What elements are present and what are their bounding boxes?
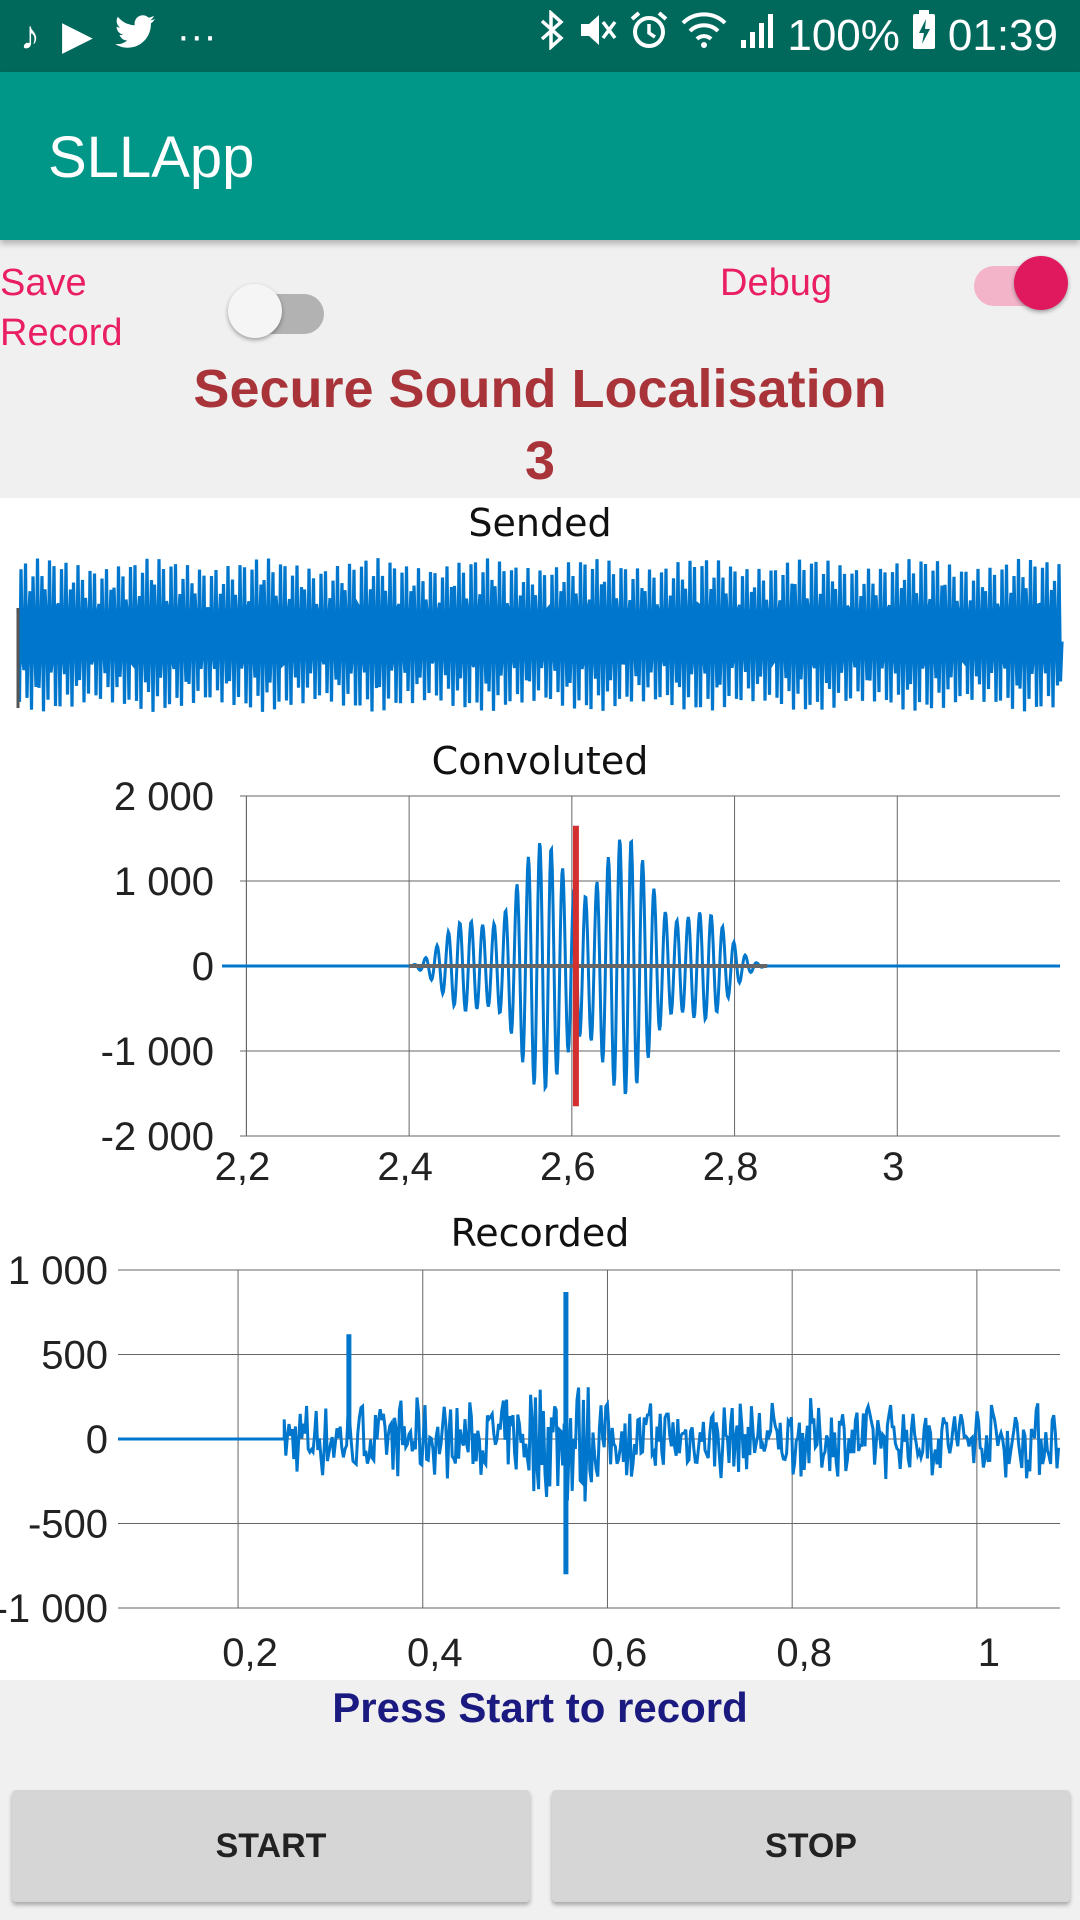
sended-series-line [16,558,1064,712]
notification-icons: ♪ ▶ ··· [20,10,217,62]
status-bar: ♪ ▶ ··· 100% 01:39 [0,0,1080,72]
chart-title-convoluted: Convoluted [432,739,649,783]
bluetooth-icon [539,8,565,63]
system-icons: 100% 01:39 [539,8,1058,63]
convoluted-y-tick: -2 000 [101,1115,214,1159]
save-record-switch[interactable] [228,278,324,338]
recorded-series-line [118,1387,1061,1502]
app-bar: SLLApp [0,72,1080,240]
twitter-icon [114,10,155,62]
chart-title-recorded: Recorded [451,1211,630,1255]
convoluted-series-line [222,838,1060,1095]
battery-percent: 100% [787,11,900,60]
stop-button[interactable]: STOP [552,1790,1070,1902]
convoluted-x-tick: 3 [882,1145,904,1189]
page-title: Secure Sound Localisation [193,359,887,419]
debug-label: Debug [720,262,832,304]
clock: 01:39 [947,11,1058,60]
chart-title-sended: Sended [468,501,611,545]
recorded-x-tick: 0,6 [592,1631,648,1675]
recorded-x-tick: 0,8 [776,1631,832,1675]
convoluted-y-tick: 1 000 [114,860,214,904]
recorded-x-tick: 1 [978,1631,1000,1675]
recorded-y-tick: -1 000 [0,1587,108,1631]
more-dots-icon: ··· [176,14,217,58]
convoluted-x-tick: 2,4 [377,1145,433,1189]
music-note-icon: ♪ [20,14,40,58]
play-store-icon: ▶ [62,14,93,58]
status-message: Press Start to record [332,1684,748,1731]
signal-icon [739,10,775,63]
convoluted-x-tick: 2,2 [215,1145,271,1189]
convoluted-y-tick: 2 000 [114,775,214,819]
save-record-label-line2: Record [0,312,123,354]
save-record-label: Save Record [0,258,123,358]
save-record-label-line1: Save [0,262,87,304]
convoluted-y-tick: -1 000 [101,1030,214,1074]
recorded-y-tick: 1 000 [8,1249,108,1293]
alarm-icon [629,10,669,63]
convoluted-x-tick: 2,8 [703,1145,759,1189]
recorded-y-tick: 0 [86,1418,108,1462]
recorded-y-tick: -500 [28,1503,108,1547]
debug-switch[interactable] [974,250,1070,310]
mute-icon [577,10,617,63]
debug-switch-thumb [1014,256,1068,310]
recorded-x-tick: 0,2 [222,1631,278,1675]
wifi-icon [681,10,727,63]
recorded-x-tick: 0,4 [407,1631,463,1675]
convoluted-x-tick: 2,6 [540,1145,596,1189]
save-record-switch-thumb [228,284,282,338]
convoluted-y-tick: 0 [192,945,214,989]
result-value: 3 [524,431,556,491]
recorded-y-tick: 500 [41,1334,108,1378]
app-title: SLLApp [48,125,255,190]
charts-panel: Sended Convoluted 2 000 1 000 0 -1 000 -2 000 2… [0,498,1080,1680]
battery-charging-icon [912,9,936,63]
start-button[interactable]: START [12,1790,530,1902]
